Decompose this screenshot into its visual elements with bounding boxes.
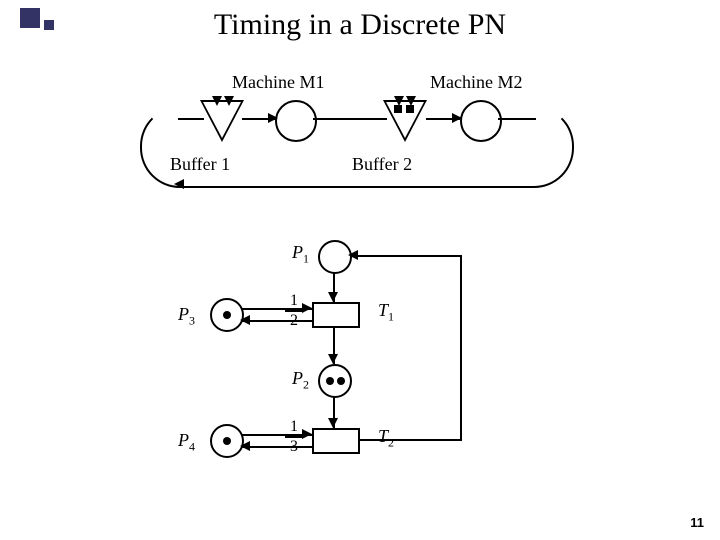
- place-p4: [210, 424, 244, 458]
- arrowhead-icon: [240, 441, 250, 451]
- arrowhead-icon: [174, 179, 184, 189]
- arrowhead-icon: [348, 250, 358, 260]
- buffer1-shape: [200, 100, 244, 142]
- machine-buffer-diagram: Machine M1 Machine M2 Buffer 1 Buffer 2: [140, 72, 580, 212]
- buffer2-label: Buffer 2: [352, 154, 412, 175]
- arrowhead-icon: [240, 315, 250, 325]
- arc: [358, 439, 462, 441]
- buffer2-token: [394, 105, 402, 113]
- edge: [178, 118, 204, 120]
- arrowhead-icon: [394, 96, 404, 106]
- arrowhead-icon: [328, 292, 338, 302]
- machine-m2-node: [460, 100, 502, 142]
- arrowhead-icon: [302, 303, 312, 313]
- place-p1: [318, 240, 352, 274]
- arc: [460, 255, 462, 440]
- machine-m2-label: Machine M2: [430, 72, 522, 93]
- edge: [313, 118, 387, 120]
- petri-net-diagram: P1P1 P3P3 1 2 T1T1 P2P2 P4P4: [160, 240, 540, 520]
- arrowhead-icon: [302, 429, 312, 439]
- edge: [498, 118, 536, 120]
- buffer1-label: Buffer 1: [170, 154, 230, 175]
- arrowhead-icon: [328, 418, 338, 428]
- slide: Timing in a Discrete PN Machine M1 Machi…: [0, 0, 720, 540]
- arrowhead-icon: [406, 96, 416, 106]
- transition-t1: [312, 302, 360, 328]
- arrowhead-icon: [452, 113, 462, 123]
- place-p4-label: P4P4: [178, 430, 195, 455]
- place-p2-label: P2P2: [292, 368, 309, 393]
- machine-m1-node: [275, 100, 317, 142]
- place-p3: [210, 298, 244, 332]
- place-p3-label: P3P3: [178, 304, 195, 329]
- arc: [242, 320, 312, 322]
- token-icon: [223, 311, 231, 319]
- token-icon: [223, 437, 231, 445]
- buffer2-token: [406, 105, 414, 113]
- place-p1-label: P1P1: [292, 242, 309, 267]
- buffer2-shape: [383, 100, 427, 142]
- arrowhead-icon: [268, 113, 278, 123]
- page-number: 11: [690, 515, 704, 530]
- slide-title: Timing in a Discrete PN: [0, 8, 720, 42]
- transition-t2: [312, 428, 360, 454]
- arrowhead-icon: [224, 96, 234, 106]
- arc: [242, 446, 312, 448]
- machine-m1-label: Machine M1: [232, 72, 324, 93]
- arrowhead-icon: [328, 354, 338, 364]
- arrowhead-icon: [212, 96, 222, 106]
- transition-t1-label: T1T1: [378, 300, 394, 325]
- token-icon: [326, 377, 334, 385]
- arc: [350, 255, 462, 257]
- place-p2: [318, 364, 352, 398]
- token-icon: [337, 377, 345, 385]
